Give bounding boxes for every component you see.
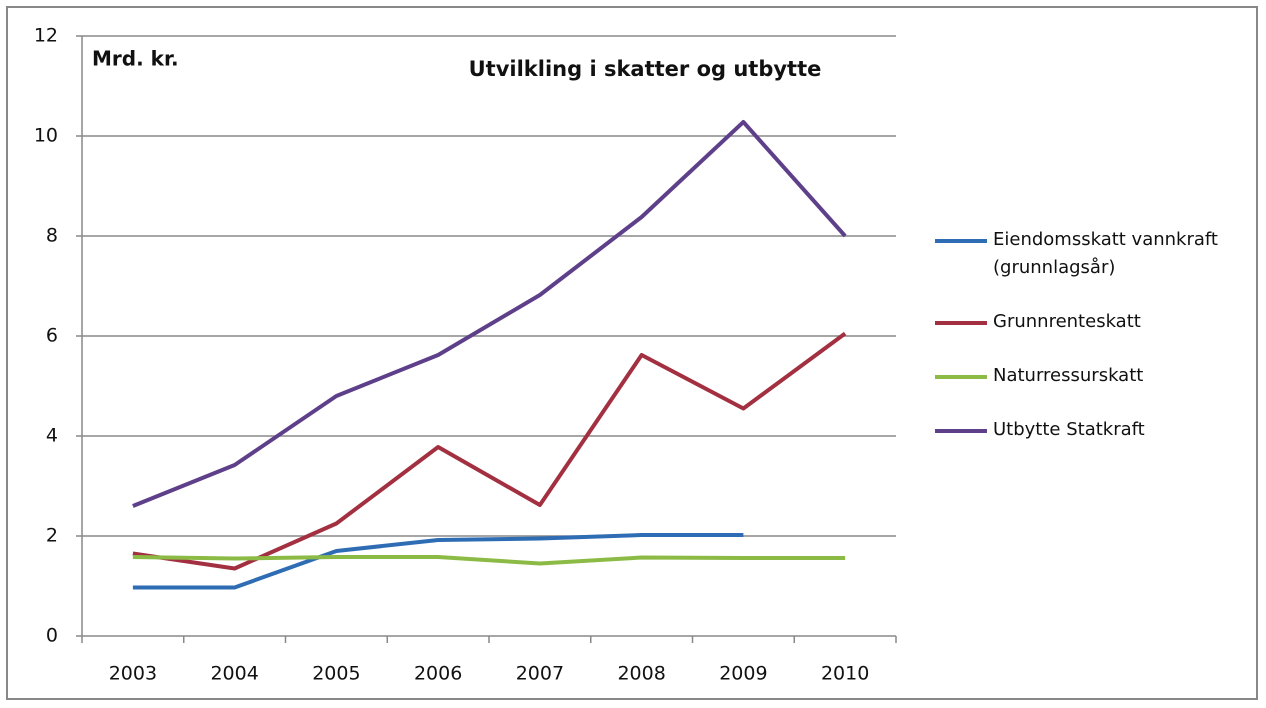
x-tick-label: 2007 bbox=[516, 663, 564, 685]
legend-item: Utbytte Statkraft bbox=[935, 416, 1235, 444]
legend: Eiendomsskatt vannkraft (grunnlagsår) Gru… bbox=[935, 226, 1235, 444]
series-line bbox=[132, 331, 847, 571]
y-tick-label: 6 bbox=[46, 325, 58, 347]
chart-frame bbox=[6, 6, 1258, 700]
legend-item: Naturressurskatt bbox=[935, 362, 1235, 390]
y-tick-label: 8 bbox=[46, 225, 58, 247]
x-tick-label: 2006 bbox=[414, 663, 462, 685]
chart-title: Utvilkling i skatter og utbytte bbox=[469, 57, 822, 81]
x-tick-label: 2003 bbox=[109, 663, 157, 685]
y-tick-label: 10 bbox=[34, 125, 58, 147]
series-line bbox=[132, 555, 846, 566]
legend-swatch bbox=[935, 239, 987, 243]
legend-label: Utbytte Statkraft bbox=[993, 419, 1145, 440]
series-line bbox=[132, 533, 744, 590]
legend-swatch bbox=[935, 375, 987, 379]
x-tick-label: 2008 bbox=[617, 663, 665, 685]
y-tick-label: 12 bbox=[34, 25, 58, 47]
x-tick-label: 2010 bbox=[821, 663, 869, 685]
x-tick-label: 2005 bbox=[312, 663, 360, 685]
y-axis-label: Mrd. kr. bbox=[92, 47, 179, 71]
legend-swatch bbox=[935, 429, 987, 433]
legend-swatch bbox=[935, 321, 987, 325]
x-tick-label: 2004 bbox=[210, 663, 258, 685]
legend-label: Eiendomsskatt vannkraft (grunnlagsår) bbox=[993, 229, 1218, 278]
y-tick-label: 2 bbox=[46, 525, 58, 547]
legend-label: Naturressurskatt bbox=[993, 365, 1144, 386]
legend-item: Eiendomsskatt vannkraft (grunnlagsår) bbox=[935, 226, 1235, 282]
x-tick-label: 2009 bbox=[719, 663, 767, 685]
y-tick-label: 0 bbox=[46, 625, 58, 647]
legend-label: Grunnrenteskatt bbox=[993, 311, 1141, 332]
y-tick-label: 4 bbox=[46, 425, 58, 447]
legend-item: Grunnrenteskatt bbox=[935, 308, 1235, 336]
series-line bbox=[132, 120, 847, 508]
